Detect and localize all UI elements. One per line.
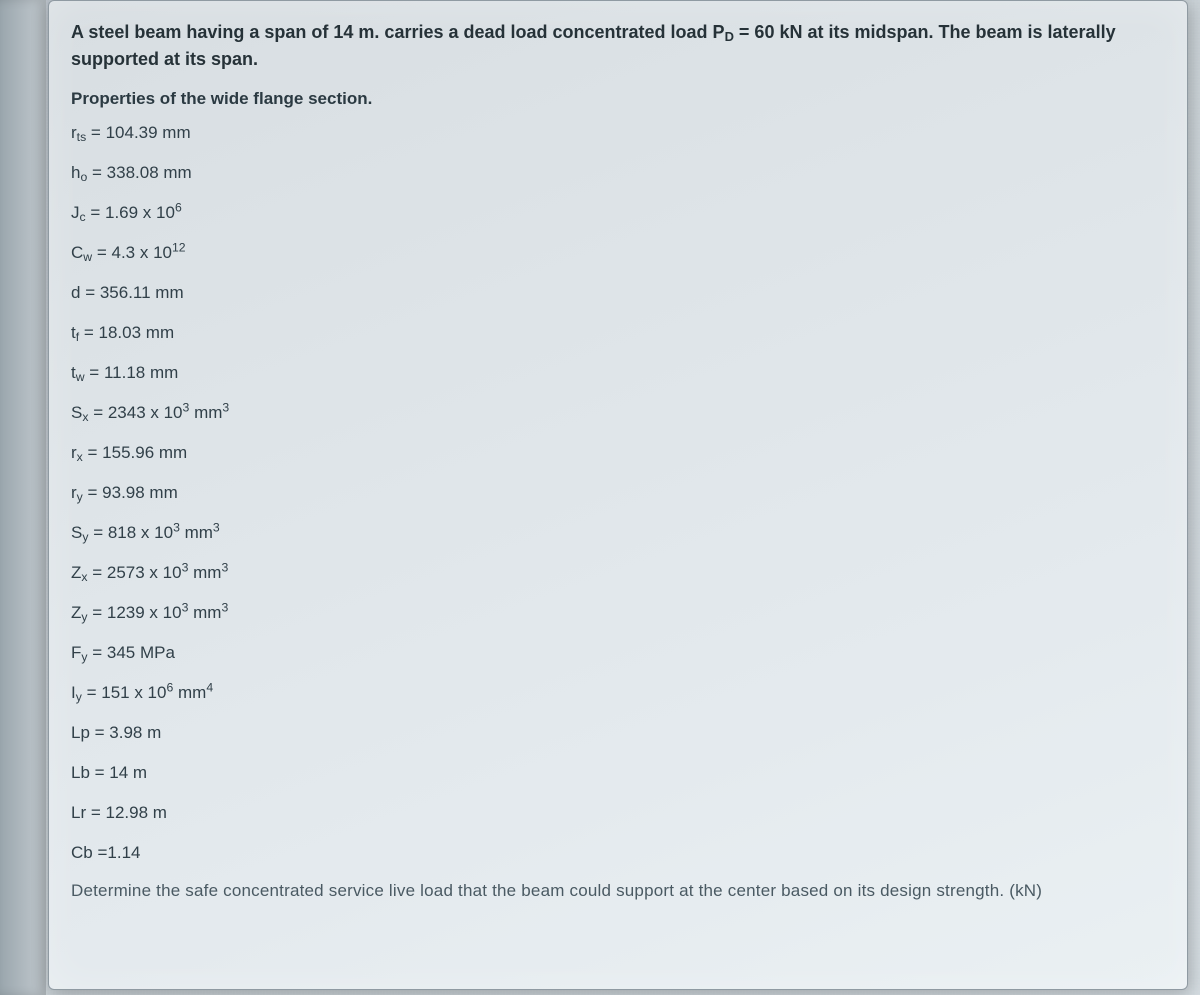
property-line: Jc = 1.69 x 106 xyxy=(71,203,1165,223)
property-line: Sx = 2343 x 103 mm3 xyxy=(71,403,1165,423)
prop-symbol: F xyxy=(71,643,81,662)
property-line: Iy = 151 x 106 mm4 xyxy=(71,683,1165,703)
prop-unit-superscript: 4 xyxy=(206,680,213,694)
prop-value: = 3.98 m xyxy=(90,723,161,742)
page-gutter xyxy=(0,0,46,995)
property-line: Cb =1.14 xyxy=(71,843,1165,863)
prop-symbol: Lr xyxy=(71,803,86,822)
property-line: ho = 338.08 mm xyxy=(71,163,1165,183)
property-line: Cw = 4.3 x 1012 xyxy=(71,243,1165,263)
prop-superscript: 3 xyxy=(173,520,180,534)
prop-unit: mm xyxy=(173,683,206,702)
prop-value: = 345 MPa xyxy=(88,643,175,662)
properties-header: Properties of the wide flange section. xyxy=(71,89,1165,109)
prop-value: = 18.03 mm xyxy=(79,323,174,342)
prop-unit: mm xyxy=(188,603,221,622)
prop-symbol: S xyxy=(71,523,82,542)
prop-symbol: Z xyxy=(71,563,81,582)
prop-superscript: 6 xyxy=(175,200,182,214)
property-line: Lb = 14 m xyxy=(71,763,1165,783)
prop-symbol: J xyxy=(71,203,80,222)
property-line: tw = 11.18 mm xyxy=(71,363,1165,383)
prop-value: = 2573 x 10 xyxy=(88,563,182,582)
property-line: d = 356.11 mm xyxy=(71,283,1165,303)
prop-unit: mm xyxy=(180,523,213,542)
prop-value: = 2343 x 10 xyxy=(88,403,182,422)
property-line: ry = 93.98 mm xyxy=(71,483,1165,503)
property-line: tf = 18.03 mm xyxy=(71,323,1165,343)
prop-value: = 356.11 mm xyxy=(80,283,183,302)
prop-value: = 818 x 10 xyxy=(88,523,173,542)
problem-intro: A steel beam having a span of 14 m. carr… xyxy=(71,19,1165,73)
prop-value: = 151 x 10 xyxy=(82,683,167,702)
prop-value: = 12.98 m xyxy=(86,803,167,822)
prop-symbol: Lb xyxy=(71,763,90,782)
question-text: Determine the safe concentrated service … xyxy=(71,881,1165,901)
prop-symbol: S xyxy=(71,403,82,422)
prop-superscript: 12 xyxy=(172,240,186,254)
prop-value: = 1239 x 10 xyxy=(88,603,182,622)
property-line: Lr = 12.98 m xyxy=(71,803,1165,823)
properties-list: rts = 104.39 mm ho = 338.08 mm Jc = 1.69 x… xyxy=(71,123,1165,863)
prop-symbol: Lp xyxy=(71,723,90,742)
property-line: Zy = 1239 x 103 mm3 xyxy=(71,603,1165,623)
property-line: rts = 104.39 mm xyxy=(71,123,1165,143)
property-line: Fy = 345 MPa xyxy=(71,643,1165,663)
property-line: Lp = 3.98 m xyxy=(71,723,1165,743)
prop-unit-superscript: 3 xyxy=(221,560,228,574)
prop-value: = 338.08 mm xyxy=(87,163,191,182)
prop-value: = 155.96 mm xyxy=(83,443,187,462)
prop-subscript: w xyxy=(83,250,92,264)
prop-unit-superscript: 3 xyxy=(222,400,229,414)
property-line: Sy = 818 x 103 mm3 xyxy=(71,523,1165,543)
prop-unit: mm xyxy=(189,403,222,422)
prop-value: = 4.3 x 10 xyxy=(92,243,172,262)
problem-card: A steel beam having a span of 14 m. carr… xyxy=(48,0,1188,990)
prop-unit-superscript: 3 xyxy=(213,520,220,534)
prop-value: = 11.18 mm xyxy=(85,363,179,382)
prop-unit-superscript: 3 xyxy=(221,600,228,614)
prop-symbol: C xyxy=(71,243,83,262)
prop-subscript: w xyxy=(76,370,85,384)
prop-value: = 1.69 x 10 xyxy=(86,203,175,222)
property-line: rx = 155.96 mm xyxy=(71,443,1165,463)
intro-sub-d: D xyxy=(725,29,734,44)
intro-text-a: A steel beam having a span of 14 m. carr… xyxy=(71,22,725,42)
prop-value: = 93.98 mm xyxy=(83,483,178,502)
property-line: Zx = 2573 x 103 mm3 xyxy=(71,563,1165,583)
prop-subscript: ts xyxy=(77,130,87,144)
prop-symbol: Z xyxy=(71,603,81,622)
prop-value: =1.14 xyxy=(93,843,141,862)
prop-value: = 14 m xyxy=(90,763,147,782)
prop-unit: mm xyxy=(188,563,221,582)
prop-symbol: Cb xyxy=(71,843,93,862)
prop-value: = 104.39 mm xyxy=(86,123,190,142)
